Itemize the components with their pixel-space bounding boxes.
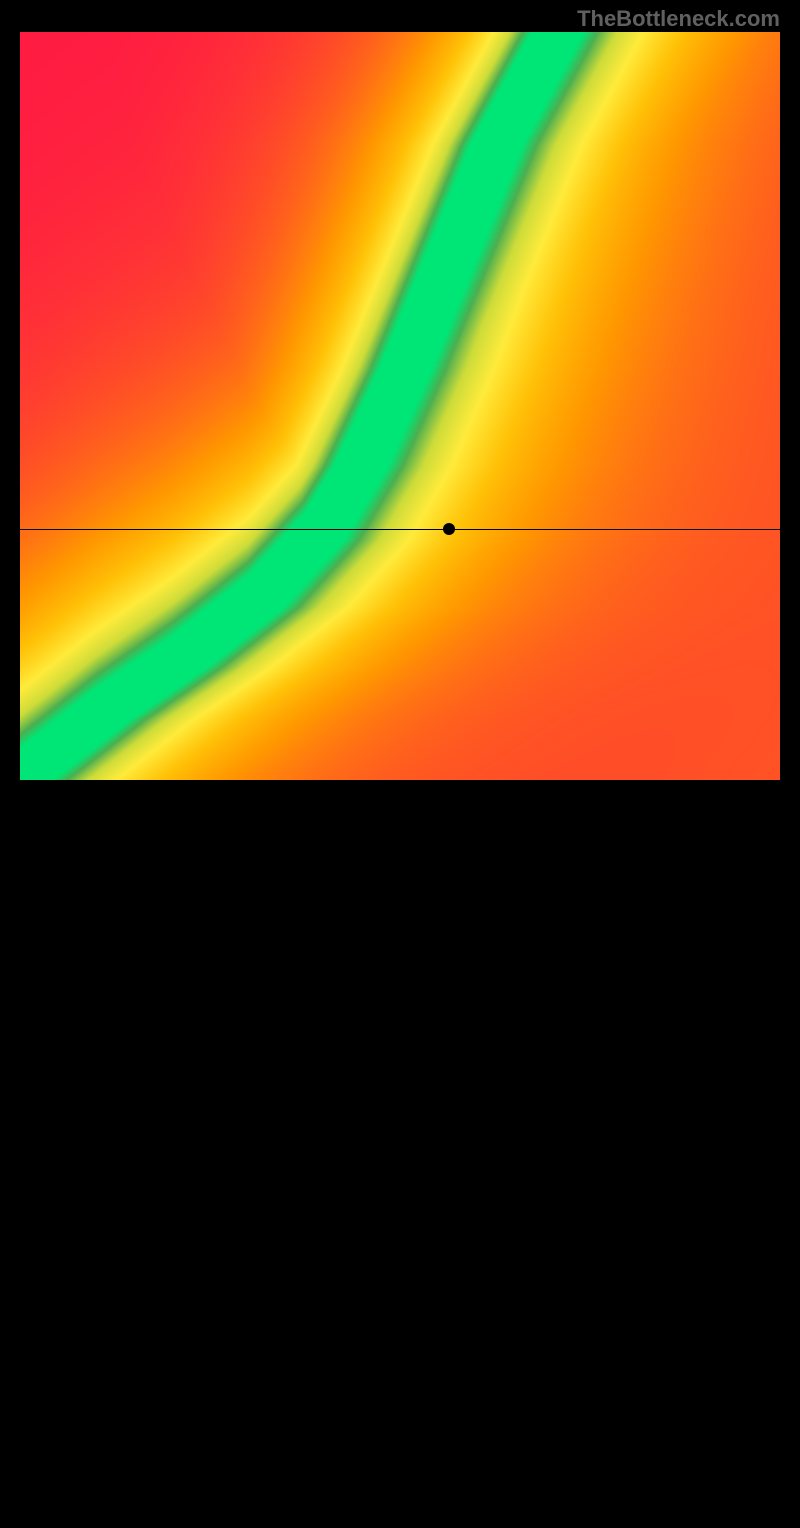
crosshair-marker bbox=[443, 523, 455, 535]
crosshair-vertical bbox=[449, 780, 450, 1528]
heatmap-canvas bbox=[20, 32, 780, 780]
watermark-text: TheBottleneck.com bbox=[577, 6, 780, 32]
heatmap-chart bbox=[20, 32, 780, 780]
crosshair-horizontal bbox=[20, 529, 780, 530]
